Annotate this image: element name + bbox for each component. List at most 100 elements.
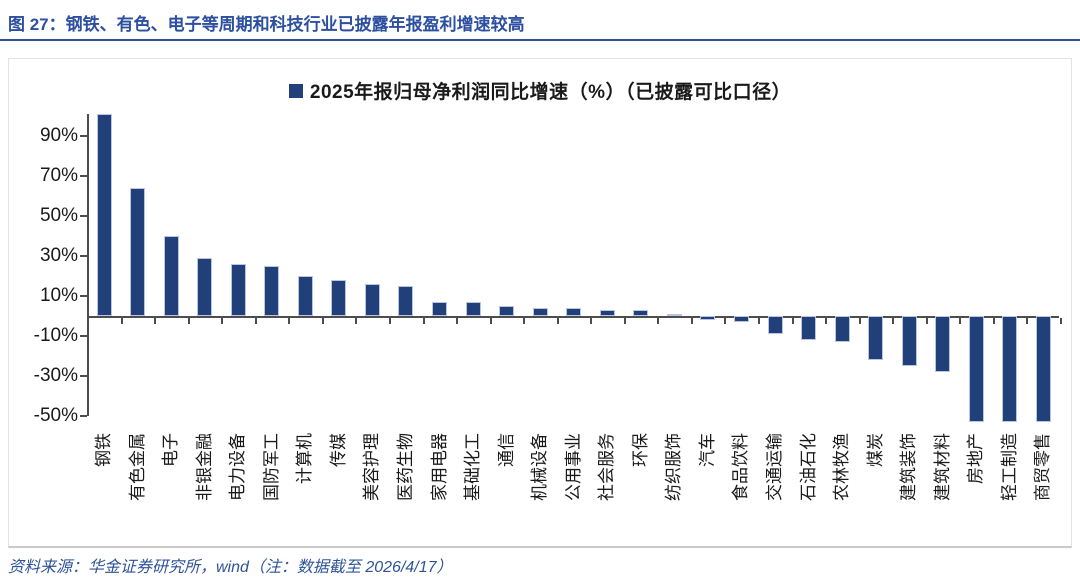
bar [532,308,548,316]
x-tick-mark [456,318,459,324]
bar [834,316,850,342]
category-label: 纺织服饰 [664,433,684,501]
x-tick-mark [1026,318,1029,324]
category-label: 医药生物 [395,433,415,501]
x-tick-mark [556,318,559,324]
category-label: 电力设备 [228,433,248,501]
y-tick-label: -10% [33,325,78,346]
bar [1002,316,1018,422]
bar [398,286,414,316]
x-tick-mark [154,318,157,324]
x-tick-mark [87,318,89,324]
x-tick-mark [959,318,962,324]
category-label: 通信 [496,433,516,467]
x-tick-mark [355,318,358,324]
x-tick-mark [288,318,291,324]
category-label: 国防军工 [261,433,281,501]
bar [599,310,615,316]
bar [801,316,817,340]
y-tick-label: -30% [33,365,78,386]
bar [733,316,749,322]
y-tick-mark [80,415,87,417]
y-tick-label: 70% [39,165,78,186]
y-tick-mark [80,295,87,297]
x-tick-mark [925,318,928,324]
y-tick-mark [80,335,87,337]
x-tick-mark [992,318,995,324]
category-label: 基础化工 [463,433,483,501]
y-tick-mark [80,255,87,257]
chart-panel: 2025年报归母净利润同比增速（%）（已披露可比口径） 90% 70% 50% 30%… [8,58,1072,548]
bar [700,316,716,320]
bar [130,188,146,316]
bar [432,302,447,316]
bar [566,308,582,316]
category-label: 交通运输 [765,433,784,501]
x-axis-line [87,316,1059,318]
category-label: 汽车 [697,433,717,467]
x-tick-mark [724,318,727,324]
x-tick-mark [221,318,224,324]
category-label: 石油石化 [798,433,818,501]
category-label: 有色金属 [127,433,147,501]
category-label: 房地产 [966,433,986,484]
bar [935,316,951,372]
category-label: 钢铁 [94,433,113,467]
category-label: 美容护理 [362,433,382,501]
y-tick-mark [80,135,87,137]
category-label: 非银金融 [194,433,214,501]
y-tick-mark [80,215,87,217]
legend-label: 2025年报归母净利润同比增速（%）（已披露可比口径） [309,82,792,103]
bar [868,316,884,360]
x-tick-mark [758,318,760,324]
bar [767,316,783,334]
bar [297,276,313,316]
x-tick-mark [858,318,861,324]
x-tick-mark [120,318,123,324]
x-tick-mark [690,318,693,324]
category-label: 商贸零售 [1033,433,1053,501]
category-label: 轻工制造 [999,433,1019,501]
x-tick-mark [590,318,593,324]
y-tick-label: 90% [39,125,78,146]
bar [499,306,515,316]
y-axis-line [87,114,89,416]
category-label: 电子 [161,433,181,467]
y-tick-label: 10% [39,285,78,306]
category-label: 农林牧渔 [832,433,852,501]
category-label: 家用电器 [429,433,449,501]
bar [633,310,649,316]
figure-title: 图 27：钢铁、有色、电子等周期和科技行业已披露年报盈利增速较高 [8,15,525,34]
bar [163,236,179,316]
y-tick-label: 50% [39,205,78,226]
bar [264,266,280,316]
category-label: 建筑材料 [932,433,952,501]
source-note: 资料来源：华金证券研究所，wind（注：数据截至 2026/4/17） [8,559,453,576]
y-tick-label: -50% [33,405,78,426]
bar [331,280,347,316]
bar [901,316,917,366]
title-divider [0,39,1080,41]
x-tick-mark [1059,318,1062,324]
x-tick-mark [791,318,794,324]
x-tick-mark [657,318,660,324]
chart-legend: 2025年报归母净利润同比增速（%）（已披露可比口径） [9,77,1071,104]
bar [364,284,380,316]
x-tick-mark [892,318,895,324]
x-tick-mark [489,318,492,324]
category-label: 食品饮料 [731,433,751,501]
x-tick-mark [321,318,324,324]
x-tick-mark [187,318,190,324]
x-tick-mark [825,318,828,324]
category-label: 社会服务 [597,433,617,501]
x-tick-mark [523,318,526,324]
category-label: 传媒 [328,433,348,467]
bar [197,258,213,316]
category-label: 环保 [630,433,650,467]
x-tick-mark [388,318,391,324]
x-tick-mark [254,318,257,324]
category-label: 建筑装饰 [899,433,919,501]
category-label: 公用事业 [563,433,583,501]
bar [968,316,984,422]
x-tick-mark [623,318,626,324]
